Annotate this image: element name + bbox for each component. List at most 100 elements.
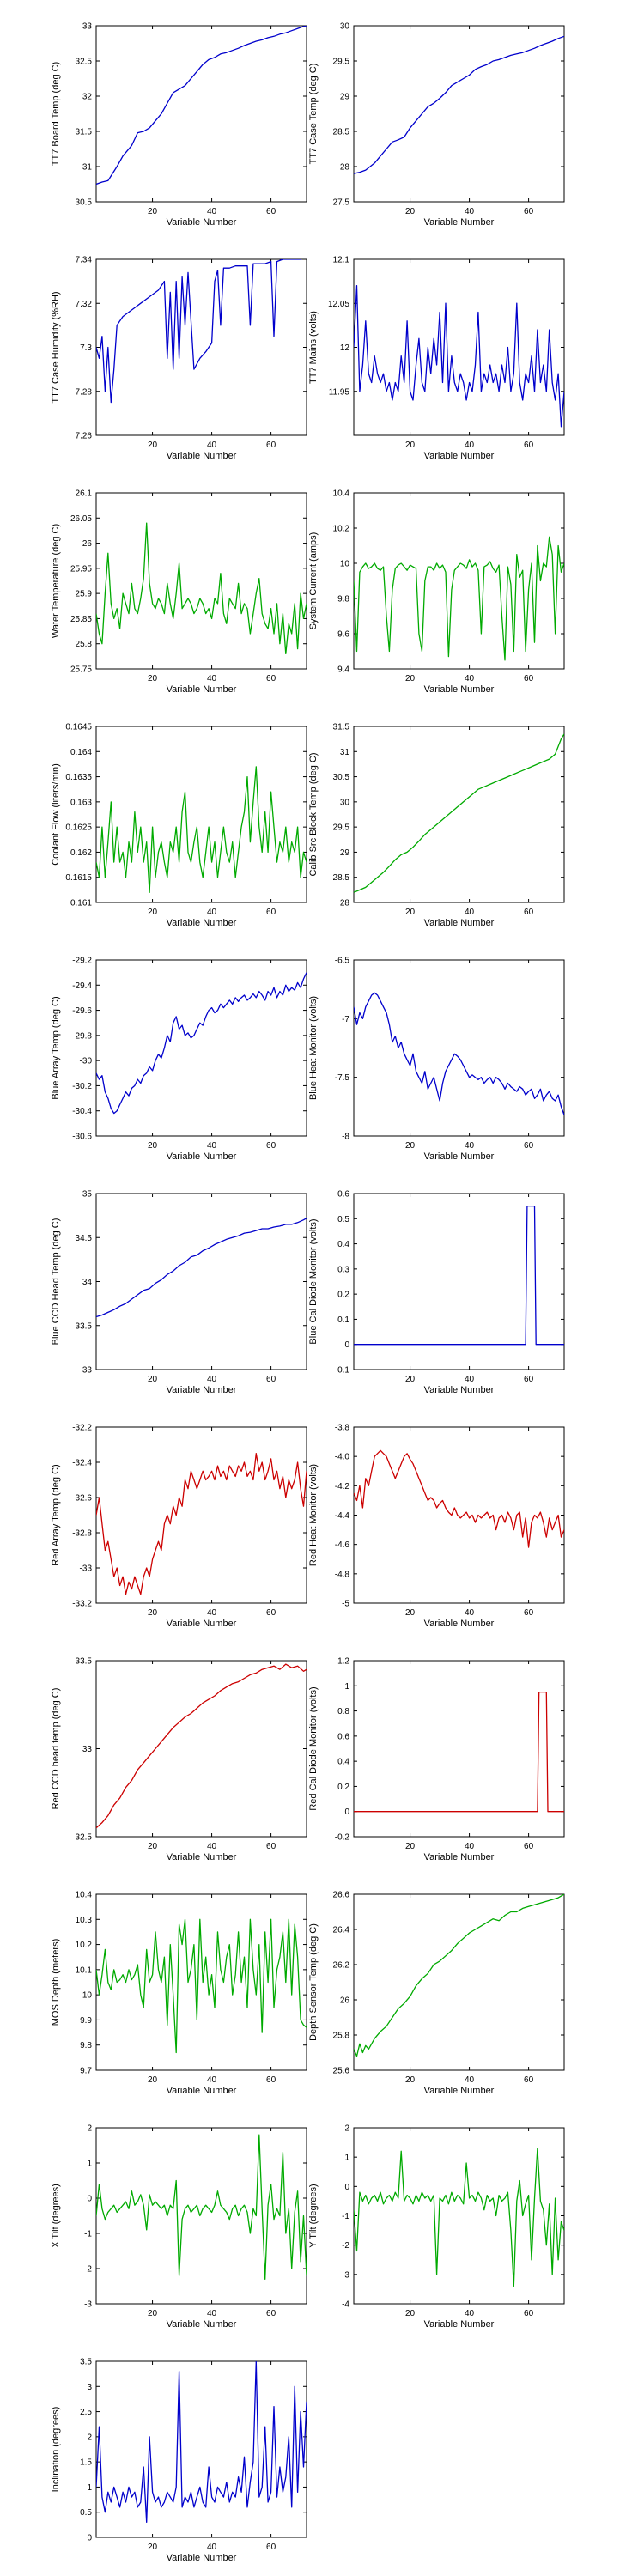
y-tick-label: -30.4 [72, 1107, 92, 1116]
x-tick-label: 60 [266, 1141, 276, 1151]
y-tick-label: 33 [82, 1366, 93, 1376]
y-tick-label: 28.5 [333, 873, 350, 883]
plot-frame [353, 25, 565, 203]
x-tick-label: 40 [465, 1141, 475, 1151]
y-tick-label: 1 [344, 1682, 349, 1692]
x-axis-label: Variable Number [424, 217, 495, 228]
y-tick-label: 9.8 [80, 2041, 92, 2050]
chart-coolant-flow: 20 40 60 0.161 0.1615 0.162 0.1625 0.163 0.1635 0… [51, 723, 307, 928]
x-axis-label: Variable Number [167, 2086, 237, 2096]
y-tick-label: 2 [344, 2124, 349, 2134]
chart-system-current: 20 40 60 9.4 9.6 9.8 10 10.2 10.4 Variable Number… [308, 489, 565, 695]
x-axis-label: Variable Number [167, 1151, 237, 1162]
x-tick-label: 20 [405, 1141, 416, 1151]
y-tick-label: 0.5 [80, 2508, 92, 2518]
y-tick-label: 27.5 [333, 198, 350, 208]
x-tick-label: 60 [524, 1375, 534, 1384]
y-tick-label: 32.5 [76, 58, 93, 67]
chart-calib-src-block-temp: 20 40 60 28 28.5 29 29.5 30 30.5 31 31.5 Variable N… [308, 723, 565, 928]
y-tick-label: 9.7 [80, 2067, 92, 2076]
x-tick-label: 20 [405, 1375, 416, 1384]
y-tick-label: -3 [342, 2270, 349, 2280]
y-tick-label: -32.4 [72, 1459, 92, 1468]
y-tick-label: -32.6 [72, 1494, 92, 1504]
y-tick-label: 26.05 [70, 514, 92, 524]
y-tick-label: 7.34 [76, 256, 93, 265]
y-tick-label: 1 [87, 2160, 92, 2169]
y-tick-label: 0 [87, 2534, 92, 2543]
x-tick-label: 20 [405, 1842, 416, 1851]
chart-water-temperature: 20 40 60 25.75 25.8 25.85 25.9 25.95 26 26.05 26.1… [51, 489, 307, 695]
chart-mos-depth: 20 40 60 9.7 9.8 9.9 10 10.1 10.2 10.3 10.4 Variabl… [51, 1891, 307, 2096]
y-axis-label: TT7 Mains (volts) [308, 311, 319, 384]
y-tick-label: 29.5 [333, 823, 350, 833]
series-line-tt7-case-humidity [96, 259, 302, 404]
x-axis-label: Variable Number [424, 451, 495, 461]
x-axis-label: Variable Number [424, 2319, 495, 2330]
y-tick-label: 0.2 [337, 1783, 349, 1792]
plot-frame [95, 1426, 307, 1604]
y-tick-label: -32.2 [72, 1424, 92, 1433]
chart-tt7-board-temp: 20 40 60 30.5 31 31.5 32 32.5 33 Variable Number T… [51, 22, 307, 228]
y-tick-label: -29.4 [72, 981, 92, 991]
plot-frame [353, 258, 565, 436]
y-tick-label: -4 [342, 2300, 349, 2310]
series-line-depth-sensor-temp [354, 1894, 564, 2057]
x-axis-label: Variable Number [167, 1619, 237, 1629]
x-tick-label: 60 [524, 440, 534, 450]
y-tick-label: 30.5 [76, 198, 93, 208]
x-tick-label: 40 [207, 1608, 217, 1618]
y-tick-label: 25.6 [333, 2067, 350, 2076]
y-tick-label: -2 [84, 2265, 92, 2275]
y-axis-label: System Current (amps) [308, 532, 319, 630]
y-tick-label: 26 [340, 1996, 350, 2006]
y-tick-label: 28.5 [333, 128, 350, 137]
x-axis-label: Variable Number [424, 2086, 495, 2096]
y-tick-label: 33 [82, 1745, 93, 1754]
y-tick-label: 7.26 [76, 432, 93, 441]
x-tick-label: 20 [405, 207, 416, 216]
x-tick-label: 60 [266, 1608, 276, 1618]
y-tick-label: 25.85 [70, 615, 92, 624]
x-tick-label: 20 [148, 1141, 158, 1151]
x-tick-label: 40 [207, 2543, 217, 2552]
plot-frame [353, 1426, 565, 1604]
y-tick-label: 1.2 [337, 1657, 349, 1667]
y-axis-label: Red CCD head temp (deg C) [51, 1688, 61, 1810]
y-tick-label: 0 [344, 1340, 349, 1350]
y-tick-label: 10 [82, 1991, 93, 2001]
x-tick-label: 20 [405, 440, 416, 450]
y-tick-label: 0 [344, 1807, 349, 1817]
x-tick-label: 40 [465, 1608, 475, 1618]
x-tick-label: 60 [524, 1141, 534, 1151]
y-tick-label: 0.1635 [65, 773, 92, 782]
plot-frame [95, 258, 307, 436]
x-tick-label: 20 [148, 2309, 158, 2318]
y-tick-label: -30.6 [72, 1133, 92, 1142]
y-tick-label: 7.28 [76, 387, 93, 397]
x-tick-label: 60 [266, 440, 276, 450]
x-axis-label: Variable Number [424, 1385, 495, 1395]
plot-frame [95, 25, 307, 203]
y-axis-label: TT7 Case Temp (deg C) [308, 64, 319, 165]
y-tick-label: 12 [340, 343, 350, 353]
y-tick-label: 0.6 [337, 1732, 349, 1741]
plot-frame [353, 2127, 565, 2305]
y-tick-label: -33 [80, 1564, 93, 1574]
y-tick-label: -29.6 [72, 1006, 92, 1016]
y-tick-label: 0.1645 [65, 723, 92, 732]
plot-frame [353, 959, 565, 1137]
y-tick-label: 10.2 [76, 1941, 93, 1950]
plot-frame [95, 2360, 307, 2538]
x-tick-label: 60 [266, 1842, 276, 1851]
y-tick-label: -2 [342, 2241, 349, 2251]
x-tick-label: 40 [465, 2309, 475, 2318]
chart-depth-sensor-temp: 20 40 60 25.6 25.8 26 26.2 26.4 26.6 Variable Num… [308, 1891, 565, 2096]
x-axis-label: Variable Number [167, 2319, 237, 2330]
y-tick-label: 32.5 [76, 1833, 93, 1843]
y-tick-label: 25.95 [70, 564, 92, 574]
x-tick-label: 20 [148, 1608, 158, 1618]
x-tick-label: 60 [266, 2543, 276, 2552]
series-line-y-tilt [354, 2148, 564, 2287]
y-axis-label: Water Temperature (deg C) [51, 524, 61, 638]
